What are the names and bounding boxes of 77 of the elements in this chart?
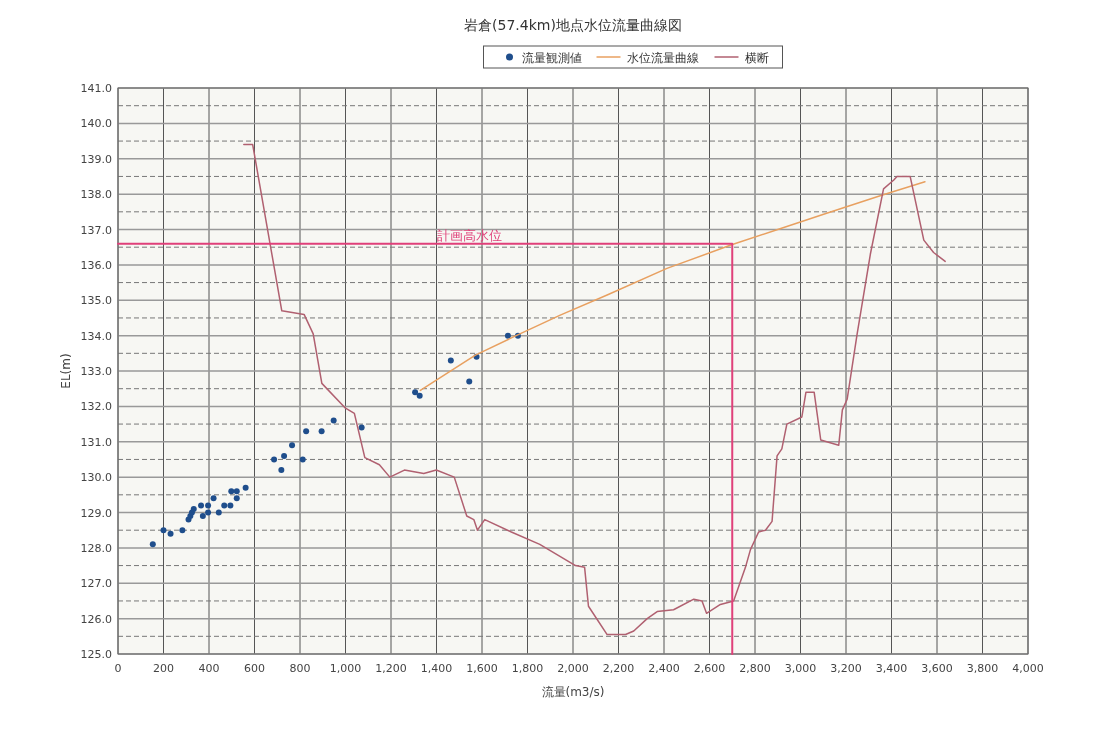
x-tick-label: 1,800 <box>511 662 544 675</box>
x-tick-label: 3,800 <box>966 662 999 675</box>
x-tick-label: 3,200 <box>830 662 862 675</box>
point <box>416 392 423 399</box>
chart-title: 岩倉(57.4km)地点水位流量曲線図 <box>464 17 682 33</box>
point <box>281 452 288 459</box>
y-tick-label: 141.0 <box>80 82 112 95</box>
x-tick-label: 2,600 <box>693 662 726 675</box>
y-tick-label: 137.0 <box>80 223 112 237</box>
y-tick-label: 136.0 <box>80 258 112 272</box>
point <box>205 502 212 509</box>
y-tick-label: 133.0 <box>80 365 112 378</box>
y-tick-label: 140.0 <box>80 117 112 131</box>
point <box>303 428 310 435</box>
x-tick-label: 1,200 <box>375 662 407 675</box>
x-tick-label: 800 <box>289 662 311 675</box>
x-tick-label: 3,400 <box>875 662 908 675</box>
y-tick-label: 126.0 <box>80 612 112 626</box>
point <box>504 332 511 339</box>
x-tick-label: 0 <box>114 662 122 675</box>
point <box>198 502 205 509</box>
x-tick-label: 2,000 <box>557 662 589 675</box>
x-tick-label: 4,000 <box>1012 662 1044 675</box>
point <box>221 502 228 509</box>
x-tick-label: 2,400 <box>648 662 680 675</box>
x-tick-label: 1,600 <box>466 662 498 675</box>
legend-label: 流量観測値 <box>521 51 582 65</box>
y-tick-label: 129.0 <box>80 506 112 520</box>
point <box>149 541 156 548</box>
point <box>227 502 234 509</box>
point <box>289 442 296 449</box>
y-tick-label: 135.0 <box>80 294 112 308</box>
y-tick-label: 127.0 <box>80 577 112 591</box>
point <box>210 495 217 502</box>
point <box>358 424 365 431</box>
y-tick-label: 138.0 <box>80 188 112 202</box>
x-axis-title: 流量(m3/s) <box>541 685 605 699</box>
point <box>167 530 174 537</box>
point <box>205 509 212 516</box>
point <box>330 417 337 424</box>
legend-label: 横断 <box>744 51 769 65</box>
point <box>299 456 306 463</box>
x-tick-label: 3,600 <box>921 662 953 675</box>
point <box>278 467 285 474</box>
x-tick-label: 200 <box>153 662 174 675</box>
x-tick-label: 600 <box>244 662 265 675</box>
y-tick-label: 128.0 <box>80 541 112 555</box>
point <box>160 527 167 534</box>
x-tick-label: 3,000 <box>784 662 817 675</box>
y-tick-label: 125.0 <box>80 648 112 661</box>
point <box>190 505 197 512</box>
x-tick-label: 400 <box>198 662 220 675</box>
point <box>466 378 473 385</box>
line-series <box>243 143 946 636</box>
point <box>233 495 240 502</box>
point <box>447 357 454 364</box>
point <box>271 456 278 463</box>
y-tick-label: 134.0 <box>80 329 112 343</box>
annotation: 計画高水位 <box>436 227 502 243</box>
point <box>412 389 419 396</box>
y-tick-label: 132.0 <box>80 400 112 414</box>
point <box>228 488 235 495</box>
point <box>179 527 186 534</box>
point <box>318 428 325 435</box>
y-tick-label: 130.0 <box>80 471 112 485</box>
x-tick-label: 2,800 <box>739 662 771 675</box>
point <box>242 484 249 491</box>
legend-label: 水位流量曲線 <box>626 51 699 65</box>
y-tick-label: 131.0 <box>80 435 112 449</box>
point <box>233 488 240 495</box>
x-tick-label: 2,200 <box>602 662 635 675</box>
point <box>215 509 222 516</box>
y-axis-title: EL(m) <box>59 353 73 389</box>
x-tick-label: 1,400 <box>420 662 453 675</box>
x-tick-label: 1,000 <box>329 662 362 675</box>
point <box>199 513 206 520</box>
y-tick-label: 139.0 <box>80 152 112 166</box>
